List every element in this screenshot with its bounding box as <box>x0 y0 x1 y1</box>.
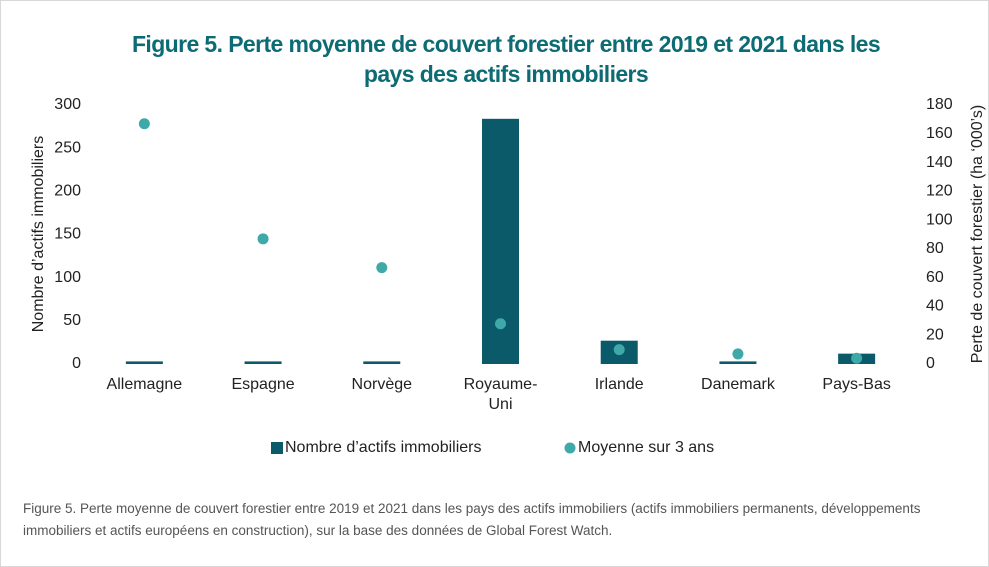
x-tick-label: Pays-Bas <box>822 376 891 393</box>
bar <box>719 361 757 364</box>
dot <box>613 344 625 356</box>
y-tick-label: 50 <box>63 312 81 329</box>
legend-label: Moyenne sur 3 ans <box>578 439 714 456</box>
chart: Nombre d’actifs immobiliers Perte de cou… <box>30 96 986 456</box>
bar <box>125 361 163 364</box>
y-axis-label: Nombre d’actifs immobiliers <box>30 136 47 333</box>
legend-label: Nombre d’actifs immobiliers <box>285 439 482 456</box>
x-tick-label: Espagne <box>231 376 295 393</box>
y2-tick-label: 60 <box>926 269 944 286</box>
legend-swatch <box>271 442 283 454</box>
dot <box>495 318 506 330</box>
dot <box>138 118 150 130</box>
caption: Figure 5. Perte moyenne de couvert fores… <box>23 501 921 538</box>
y-tick-label: 200 <box>54 183 81 200</box>
x-tick-label: Norvège <box>351 376 413 393</box>
dot <box>376 262 388 274</box>
y2-tick-label: 180 <box>926 96 953 113</box>
x-tick-label: Irlande <box>594 376 644 393</box>
y2-tick-label: 140 <box>926 154 953 171</box>
dot <box>851 352 863 364</box>
y-tick-label: 250 <box>54 139 81 156</box>
y-tick-label: 300 <box>54 96 81 113</box>
y2-tick-label: 40 <box>926 298 944 315</box>
legend-dot <box>564 442 576 454</box>
y2-axis-label: Perte de couvert forestier (ha ‘000’s) <box>969 105 986 364</box>
dot <box>257 233 269 245</box>
y2-tick-label: 100 <box>926 211 953 228</box>
y2-tick-label: 20 <box>926 326 944 343</box>
y2-tick-label: 120 <box>926 183 953 200</box>
y2-tick-label: 160 <box>926 125 953 142</box>
x-tick-label: Royaume-Uni <box>463 376 538 413</box>
bar <box>363 361 401 364</box>
y-tick-label: 150 <box>54 226 81 243</box>
bar <box>244 361 282 364</box>
y-tick-label: 100 <box>54 269 81 286</box>
x-tick-label: Danemark <box>701 376 775 393</box>
x-tick-label: Allemagne <box>106 376 183 393</box>
dot <box>732 348 744 360</box>
chart-title: Figure 5. Perte moyenne de couvert fores… <box>131 31 881 87</box>
y2-tick-label: 0 <box>926 355 935 372</box>
y2-tick-label: 80 <box>926 240 944 257</box>
y-tick-label: 0 <box>72 355 81 372</box>
